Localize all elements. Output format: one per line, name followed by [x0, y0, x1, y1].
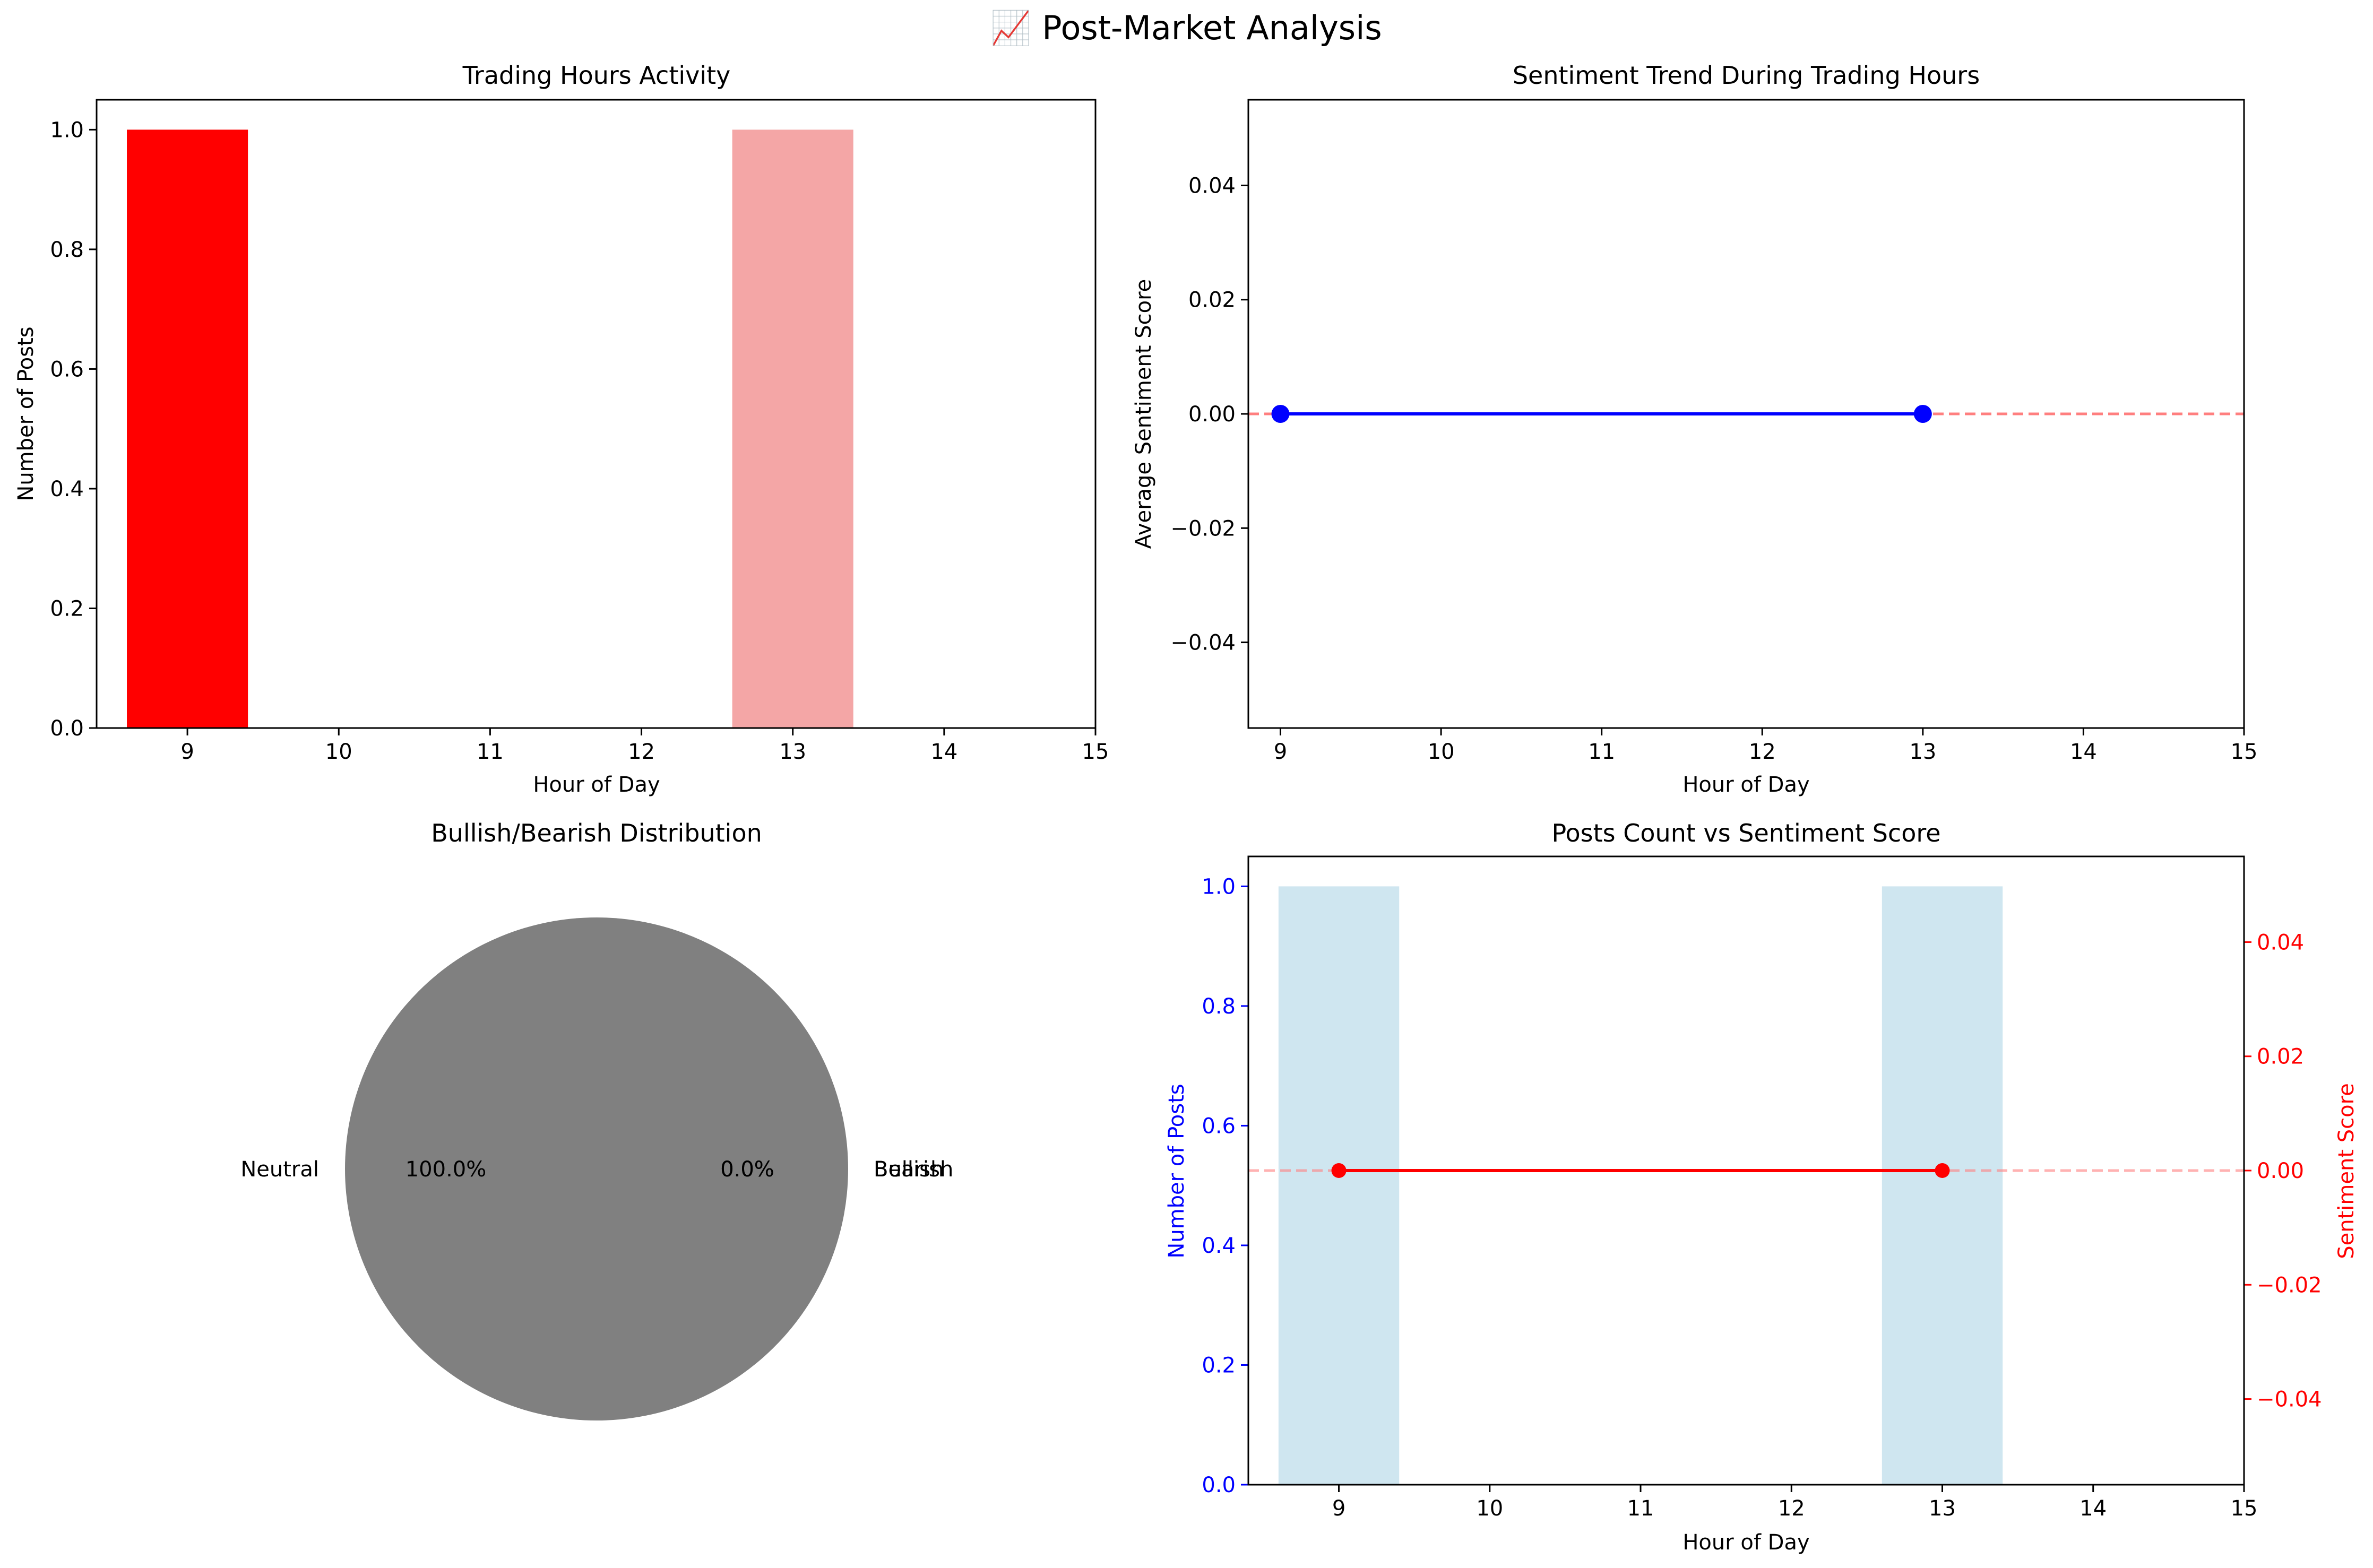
y-tick-label: 0.8: [50, 238, 84, 262]
y-axis-label: Average Sentiment Score: [1132, 279, 1156, 549]
bar: [1278, 886, 1400, 1485]
x-tick-label: 15: [2231, 1496, 2258, 1521]
plot-frame: [96, 99, 1097, 729]
bar: [1882, 886, 2003, 1485]
y-tick-label: 0.4: [50, 477, 84, 501]
y-tick-label: 0.6: [50, 357, 84, 382]
chart-title: Sentiment Trend During Trading Hours: [1513, 61, 1980, 90]
y-tick-label: 0.4: [1202, 1234, 1236, 1258]
x-tick-label: 12: [1749, 740, 1776, 764]
y-tick-label: 0.0: [50, 716, 84, 741]
y-tick-label: −0.02: [2257, 1273, 2322, 1297]
y-axis-label: Number of Posts: [14, 326, 38, 501]
x-tick-label: 11: [1627, 1496, 1654, 1521]
y-tick-label: 0.02: [1188, 288, 1236, 313]
x-tick-label: 11: [477, 740, 504, 764]
pie-label-bullish: Bullish: [874, 1157, 944, 1182]
y-tick-label: 1.0: [1202, 874, 1236, 899]
plot-frame: [1247, 855, 2245, 1486]
y-tick-label: 0.00: [2257, 1159, 2304, 1183]
bar: [127, 129, 248, 728]
pie-slice-neutral: [345, 917, 848, 1420]
y-tick-label: 0.00: [1188, 402, 1236, 427]
sentiment-point: [1331, 1163, 1347, 1178]
x-axis-label: Hour of Day: [1682, 773, 1809, 797]
chart-title: Bullish/Bearish Distribution: [431, 819, 762, 847]
pie-pct-neutral: 100.0%: [405, 1157, 487, 1182]
x-tick-label: 15: [1082, 740, 1109, 764]
sentiment-point: [1935, 1163, 1950, 1178]
x-tick-label: 12: [628, 740, 655, 764]
y-tick-label: 0.02: [2257, 1045, 2304, 1069]
y-tick-label: 0.04: [1188, 174, 1236, 198]
y-axis-label-right: Sentiment Score: [2334, 1083, 2359, 1259]
pie-label-bearish: Bearish: [874, 1157, 953, 1182]
x-axis-label: Hour of Day: [1682, 1530, 1809, 1555]
x-tick-label: 14: [930, 740, 957, 764]
plot-frame: [1247, 99, 2245, 729]
x-tick-label: 14: [2079, 1496, 2107, 1521]
panel-trading-hours-activity: Trading Hours Activity Hour of Day Numbe…: [14, 61, 1109, 797]
pie-label-neutral: Neutral: [240, 1157, 319, 1182]
panel-bullish-bearish-distribution: Bullish/Bearish Distribution Neutral 100…: [240, 819, 953, 1420]
bar: [732, 129, 853, 728]
data-point: [1913, 405, 1932, 423]
x-tick-label: 11: [1588, 740, 1615, 764]
y-tick-label: 0.0: [1202, 1473, 1236, 1497]
y-tick-label: 0.04: [2257, 930, 2304, 955]
x-tick-label: 10: [1428, 740, 1455, 764]
pie-pct-bullish: 0.0%: [720, 1157, 774, 1182]
chart-title: Trading Hours Activity: [462, 61, 731, 90]
figure-title: 📈 Post-Market Analysis: [990, 8, 1382, 47]
panel-posts-vs-sentiment: Posts Count vs Sentiment Score Hour of D…: [1164, 819, 2359, 1555]
x-axis-label: Hour of Day: [533, 773, 660, 797]
y-tick-label: −0.04: [2257, 1388, 2322, 1412]
chart-title: Posts Count vs Sentiment Score: [1551, 819, 1940, 847]
data-point: [1271, 405, 1290, 423]
x-tick-label: 14: [2070, 740, 2097, 764]
y-tick-label: 1.0: [50, 118, 84, 142]
y-axis-label-left: Number of Posts: [1164, 1084, 1189, 1258]
x-tick-label: 9: [1332, 1496, 1345, 1521]
y-tick-label: 0.2: [50, 596, 84, 621]
y-tick-label: −0.02: [1170, 516, 1236, 541]
x-tick-label: 15: [2231, 740, 2258, 764]
y-tick-label: −0.04: [1170, 631, 1236, 655]
x-tick-label: 13: [1929, 1496, 1956, 1521]
x-tick-label: 10: [1476, 1496, 1503, 1521]
x-tick-label: 9: [180, 740, 194, 764]
x-tick-label: 12: [1778, 1496, 1805, 1521]
y-tick-label: 0.8: [1202, 994, 1236, 1019]
x-tick-label: 13: [1909, 740, 1936, 764]
x-tick-label: 10: [325, 740, 352, 764]
y-tick-label: 0.6: [1202, 1114, 1236, 1138]
x-tick-label: 9: [1274, 740, 1287, 764]
y-tick-label: 0.2: [1202, 1353, 1236, 1378]
panel-sentiment-trend: Sentiment Trend During Trading Hours Hou…: [1132, 61, 2257, 797]
pie-pct-bearish: 0.0%: [720, 1157, 774, 1182]
x-tick-label: 13: [779, 740, 806, 764]
